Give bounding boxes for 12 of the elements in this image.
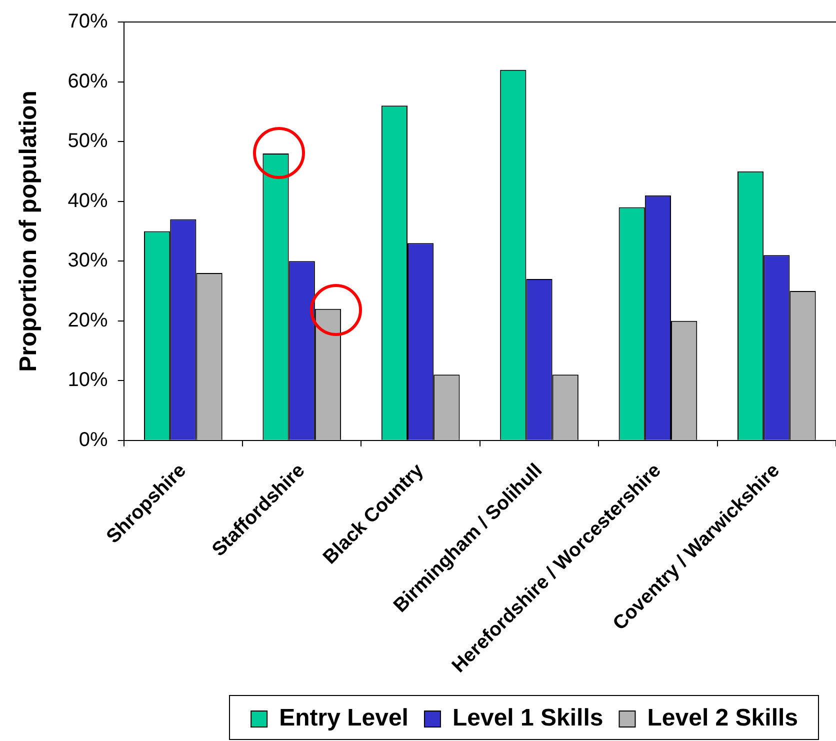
y-tick-label: 10% (68, 369, 108, 392)
legend-label: Entry Level (279, 704, 408, 732)
y-tick-label: 30% (68, 250, 108, 272)
y-tick-label: 40% (68, 190, 108, 212)
y-tick-label: 50% (68, 130, 108, 152)
legend-label: Level 2 Skills (647, 704, 798, 732)
y-tick-label: 60% (68, 70, 108, 92)
y-tick-label: 70% (68, 10, 108, 33)
legend-label: Level 1 Skills (452, 704, 604, 732)
y-axis-title: Proportion of population (15, 90, 42, 372)
y-tick-label: 20% (68, 309, 108, 332)
y-tick-label: 0% (78, 428, 108, 451)
